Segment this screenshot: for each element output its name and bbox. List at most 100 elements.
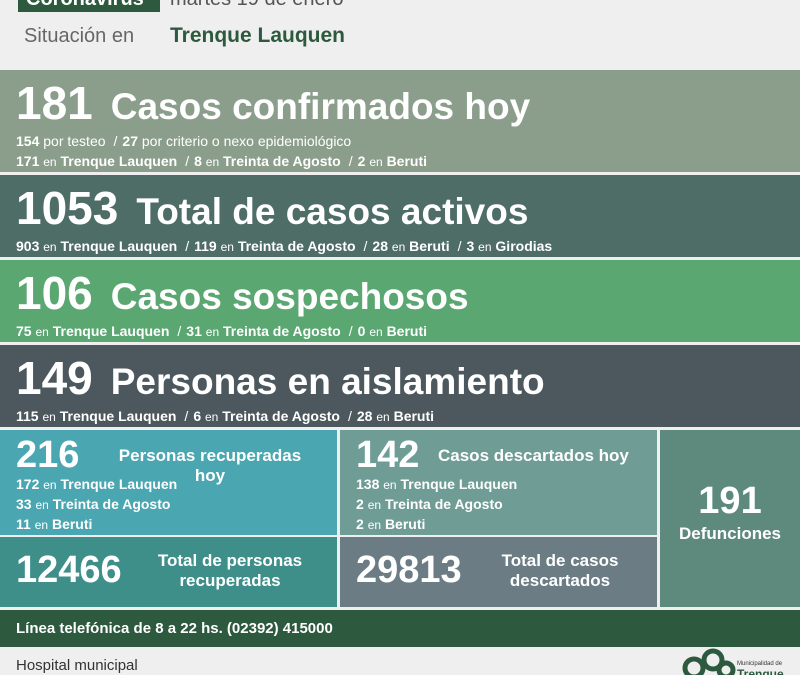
item-text: por testeo — [43, 133, 106, 149]
logo — [682, 648, 736, 675]
item-place: Trenque Lauquen — [60, 153, 178, 169]
item-en: en — [43, 478, 57, 492]
row-title: Casos confirmados hoy — [110, 86, 531, 127]
item-en: en — [367, 498, 382, 512]
item-place: Beruti — [409, 238, 450, 254]
item-number: 27 — [122, 133, 138, 149]
total-number: 29813 — [356, 549, 462, 591]
row-line: 903 en Trenque Lauquen/119 en Treinta de… — [16, 238, 552, 254]
phone: Línea telefónica de 8 a 22 hs. (02392) 4… — [16, 620, 333, 637]
row-head: 149 Personas en aislamiento — [16, 351, 545, 405]
item-number: 75 — [16, 323, 32, 339]
box-line: 138 en Trenque Lauquen — [356, 476, 517, 492]
box-line: 2 en Beruti — [356, 516, 425, 532]
row-bg — [0, 175, 800, 257]
item-number: 33 — [16, 496, 32, 512]
item-en: en — [376, 410, 390, 424]
badge-bg — [18, 0, 160, 12]
item-number: 3 — [466, 238, 475, 254]
separator: / — [347, 408, 352, 424]
box-number: 216 — [16, 434, 80, 476]
box-title: Personas recuperadas hoy — [118, 446, 302, 485]
item-number: 28 — [356, 408, 373, 424]
item-place: Treinta de Agosto — [237, 238, 356, 254]
item-number: 119 — [194, 238, 217, 254]
box-line: 11 en Beruti — [16, 516, 92, 532]
item-place: Beruti — [386, 153, 428, 169]
item-text: por criterio o nexo epidemiológico — [141, 133, 352, 149]
item-place: Treinta de Agosto — [384, 496, 503, 512]
separator: / — [185, 238, 190, 254]
item-number: 154 — [16, 133, 40, 149]
item-en: en — [367, 518, 382, 532]
box-bg — [0, 430, 337, 535]
item-number: 171 — [16, 153, 40, 169]
item-en: en — [369, 155, 383, 169]
separator: / — [348, 153, 353, 169]
row-number: 1053 — [16, 182, 119, 234]
item-place: Girodias — [495, 238, 553, 254]
item-place: Trenque Lauquen — [59, 408, 177, 424]
place: Trenque Lauquen — [170, 24, 346, 47]
item-place: Treinta de Agosto — [52, 496, 171, 512]
box-line: 2 en Treinta de Agosto — [356, 496, 503, 512]
item-en: en — [220, 240, 234, 254]
item-place: Trenque Lauquen — [60, 476, 178, 492]
item-en: en — [383, 478, 397, 492]
deaths-title: Defunciones — [678, 524, 782, 543]
box-title: Casos descartados hoy — [438, 446, 629, 465]
situacion: Situación en — [24, 25, 135, 47]
item-place: Treinta de Agosto — [223, 323, 341, 339]
row-line: 75 en Trenque Lauquen/31 en Treinta de A… — [16, 323, 427, 339]
item-number: 31 — [186, 323, 202, 339]
row-line: 171 en Trenque Lauquen / 8 en Treinta de A… — [16, 153, 427, 169]
item-number: 2 — [357, 153, 366, 169]
separator: / — [184, 408, 189, 424]
item-number: 138 — [356, 476, 380, 492]
item-en: en — [205, 155, 220, 169]
logo-big: Trenque — [737, 667, 784, 675]
item-en: en — [42, 410, 56, 424]
total-title: Total de personas recuperadas — [157, 551, 303, 590]
row-title: Casos sospechosos — [110, 276, 469, 317]
item-number: 115 — [16, 408, 39, 424]
box-line: 33 en Treinta de Agosto — [16, 496, 170, 512]
row-bg — [0, 345, 800, 427]
box-line: 172 en Trenque Lauquen — [16, 476, 177, 492]
row-number: 149 — [16, 352, 93, 404]
item-en: en — [34, 518, 49, 532]
item-place: Treinta de Agosto — [223, 153, 341, 169]
separator: / — [457, 238, 462, 254]
item-place: Trenque Lauquen — [60, 238, 178, 254]
row-title: Total de casos activos — [136, 191, 529, 232]
item-en: en — [43, 240, 57, 254]
row-number: 106 — [16, 267, 93, 319]
item-place: Beruti — [386, 323, 428, 339]
item-number: 903 — [16, 238, 40, 254]
row-bg — [0, 70, 800, 172]
item-number: 0 — [357, 323, 366, 339]
separator: / — [177, 323, 182, 339]
item-number: 172 — [16, 476, 40, 492]
item-number: 11 — [16, 516, 31, 532]
separator: / — [348, 323, 353, 339]
box-number: 142 — [356, 434, 420, 476]
row-title: Personas en aislamiento — [110, 361, 545, 402]
total-number: 12466 — [16, 549, 122, 591]
item-place: Beruti — [51, 516, 93, 532]
row-head: 1053 Total de casos activos — [16, 181, 528, 235]
item-en: en — [35, 325, 49, 339]
total-bg — [0, 537, 337, 607]
hospital: Hospital municipal — [16, 657, 138, 674]
row-line: 115 en Trenque Lauquen/6 en Treinta de A… — [16, 408, 434, 424]
footer-bar — [0, 610, 800, 647]
item-en: en — [43, 155, 57, 169]
row-line: 154 por testeo /27 por criterio o nexo ep… — [16, 133, 351, 149]
item-en: en — [35, 498, 49, 512]
item-en: en — [391, 240, 406, 254]
item-number: 2 — [356, 516, 364, 532]
item-number: 8 — [194, 153, 202, 169]
item-en: en — [205, 325, 220, 339]
item-place: Treinta de Agosto — [222, 408, 340, 424]
